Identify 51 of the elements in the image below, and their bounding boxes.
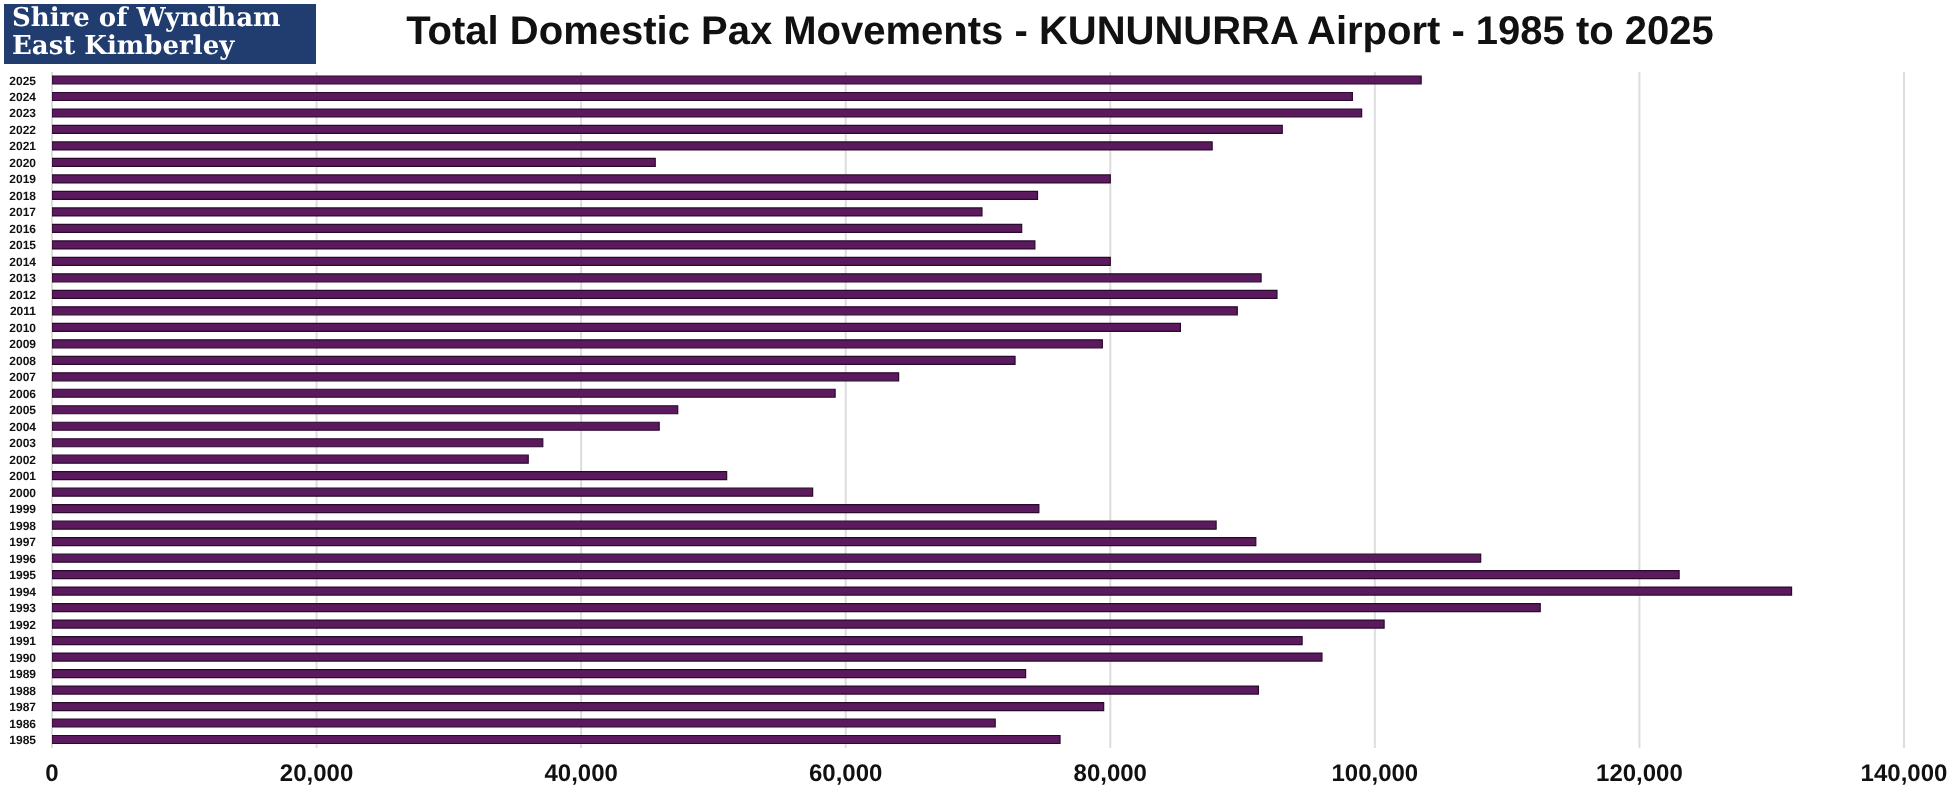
bar xyxy=(52,339,1103,349)
bar xyxy=(52,405,679,415)
bar xyxy=(52,190,1039,201)
bar xyxy=(52,256,1111,266)
bar xyxy=(52,355,1016,365)
bar xyxy=(52,454,529,464)
chart-title: Total Domestic Pax Movements - KUNUNURRA Airport - 1985 to 2025 xyxy=(404,10,1716,56)
x-tick-label: 140,000 xyxy=(1860,759,1949,788)
bar xyxy=(52,306,1238,316)
bar xyxy=(52,240,1036,250)
bar xyxy=(52,570,1680,580)
bar xyxy=(52,718,996,728)
bar xyxy=(52,471,728,481)
bar xyxy=(52,124,1283,135)
x-tick-label: 60,000 xyxy=(809,759,884,788)
bar xyxy=(52,289,1278,299)
bar xyxy=(52,603,1541,613)
bar xyxy=(52,520,1217,530)
x-tick-label: 80,000 xyxy=(1073,759,1148,788)
bar xyxy=(52,174,1111,184)
bar xyxy=(52,635,1303,646)
bar xyxy=(52,619,1385,629)
bar xyxy=(52,223,1023,233)
bar xyxy=(52,372,900,382)
bar xyxy=(52,75,1422,85)
bar xyxy=(52,421,660,431)
bar xyxy=(52,504,1040,514)
bar xyxy=(52,487,814,497)
bar xyxy=(52,91,1353,102)
bar xyxy=(52,273,1262,283)
x-tick-label: 100,000 xyxy=(1331,759,1419,788)
bar xyxy=(52,652,1323,662)
bar xyxy=(52,108,1363,118)
x-tick-label: 0 xyxy=(45,759,60,788)
bar xyxy=(52,537,1257,547)
bar xyxy=(52,438,544,448)
bar xyxy=(52,141,1213,151)
bar xyxy=(52,322,1181,332)
bar xyxy=(52,388,836,398)
bar xyxy=(52,668,1027,679)
bar xyxy=(52,701,1105,712)
x-tick-label: 120,000 xyxy=(1596,759,1684,788)
x-tick-label: 40,000 xyxy=(544,759,619,788)
bar xyxy=(52,553,1482,563)
bar xyxy=(52,207,983,217)
bar xyxy=(52,157,656,168)
x-tick-label: 20,000 xyxy=(279,759,354,788)
bar xyxy=(52,586,1793,596)
text: Shire of Wyndham East Kimberley xyxy=(4,4,316,64)
bar xyxy=(52,734,1061,745)
bar xyxy=(52,685,1260,695)
